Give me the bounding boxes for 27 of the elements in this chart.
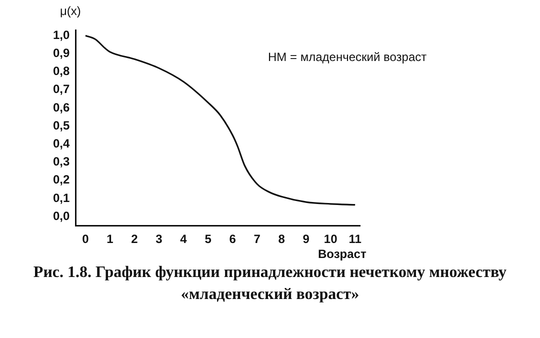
annotation: НМ = младенческий возраст (268, 50, 427, 64)
y-tick-label: 0,6 (52, 100, 70, 114)
y-tick-label: 0,0 (52, 208, 70, 223)
y-tick-label: 0,1 (52, 190, 70, 205)
y-axis-title: μ(x) (60, 4, 81, 18)
y-tick-label: 0,4 (52, 136, 70, 150)
x-tick-label: 4 (180, 232, 188, 246)
x-tick-label: 1 (106, 232, 114, 246)
x-tick-label: 10 (324, 232, 338, 246)
x-axis-title: Возраст (318, 247, 366, 261)
x-tick-label: 11 (348, 232, 362, 246)
y-tick-label: 0,5 (52, 118, 70, 132)
x-tick-label: 0 (82, 232, 90, 246)
y-tick-label: 0,7 (52, 82, 70, 96)
y-tick-label: 0,8 (52, 64, 70, 78)
x-tick-label: 3 (156, 232, 163, 246)
text: Рис. 1.8. График функции принадлежности нечеткому множеству «младенческий возраст» (32, 263, 508, 305)
x-tick-label: 8 (278, 232, 286, 246)
x-tick-label: 9 (302, 232, 310, 246)
x-tick-label: 2 (131, 232, 138, 246)
x-tick-label: 6 (229, 232, 236, 246)
y-tick-label: 0,9 (52, 46, 70, 60)
y-tick-label: 0,2 (52, 172, 70, 187)
y-tick-label: 1,0 (52, 28, 70, 42)
y-tick-label: 0,3 (52, 154, 70, 169)
x-tick-label: 5 (204, 232, 212, 246)
x-tick-label: 7 (254, 232, 261, 246)
